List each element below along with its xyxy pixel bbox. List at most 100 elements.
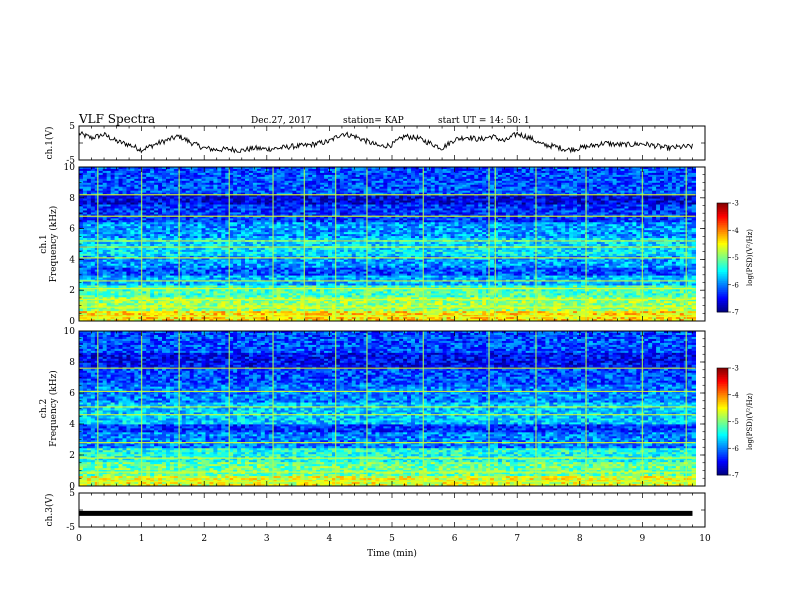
ch1-spectrogram-cell: [608, 186, 613, 190]
ch1-spectrogram-cell: [545, 180, 550, 184]
ch1-spectrogram-cell: [252, 180, 258, 184]
ch1-spectrogram-cell: [205, 172, 210, 176]
ch1-spectrogram-cell: [434, 176, 440, 180]
ch1-spectrogram-cell: [300, 184, 305, 188]
ch1-spectrogram-cell: [150, 190, 155, 194]
ch1-spectrogram-cell: [407, 184, 412, 188]
ch1-spectrogram-cell: [679, 180, 685, 184]
ch1-spectrogram-cell: [134, 167, 139, 170]
ch1-spectrogram-cell: [110, 178, 115, 182]
ch1-spectrogram-cell: [466, 167, 471, 170]
ch1-spectrogram-cell: [446, 184, 451, 188]
ch1-spectrogram-cell: [86, 188, 92, 192]
ch1-spectrogram-cell: [169, 174, 175, 178]
ch1-spectrogram-cell: [233, 190, 238, 194]
ch1-spectrogram-cell: [513, 182, 519, 186]
ch1-spectrogram-cell: [505, 168, 511, 172]
ch1-spectrogram-cell: [213, 184, 218, 188]
ch1-spectrogram-cell: [565, 172, 570, 176]
ch1-spectrogram-cell: [284, 172, 289, 176]
ch1-spectrogram-cell: [114, 174, 119, 178]
ch1-spectrogram-cell: [580, 186, 586, 190]
ch1-spectrogram-cell: [134, 184, 139, 188]
ch1-spectrogram-cell: [446, 178, 451, 182]
ch1-spectrogram-cell: [549, 180, 554, 184]
ch1-spectrogram-cell: [312, 174, 317, 178]
ch1-spectrogram-cell: [142, 182, 147, 186]
ch1-spectrogram-cell: [264, 186, 270, 190]
ch1-spectrogram-cell: [577, 172, 582, 176]
ch1-spectrogram-cell: [474, 174, 479, 178]
ch1-spectrogram-cell: [154, 184, 159, 188]
ch1-spectrogram-cell: [351, 186, 357, 190]
ch1-spectrogram-cell: [600, 186, 606, 190]
ch1-spectrogram-cell: [189, 186, 195, 190]
ch1-spectrogram-cell: [90, 174, 96, 178]
ch1-spectrogram-cell: [264, 176, 270, 180]
ch1-spectrogram-cell: [644, 170, 649, 174]
ch1-spectrogram-cell: [505, 178, 511, 182]
ch1-spectrogram-cell: [403, 172, 408, 176]
ch1-spectrogram-cell: [150, 176, 155, 180]
ch1-spectrogram-cell: [130, 186, 135, 190]
ch1-spectrogram-cell: [426, 188, 432, 192]
ch1-spectrogram-cell: [150, 180, 155, 184]
ch1-spectrogram-cell: [644, 168, 649, 172]
ch1-spectrogram-cell: [521, 174, 527, 178]
ch1-spectrogram-cell: [225, 168, 230, 172]
ch1-spectrogram-cell: [79, 170, 84, 174]
ch1-spectrogram-cell: [316, 170, 321, 174]
ch1-spectrogram-cell: [292, 178, 297, 182]
ch1-spectrogram-cell: [138, 186, 143, 190]
ch1-spectrogram-cell: [146, 167, 151, 170]
ch1-spectrogram-cell: [335, 176, 341, 180]
ch1-spectrogram-cell: [588, 186, 594, 190]
ch1-spectrogram-cell: [545, 174, 550, 178]
ch1-spectrogram-cell: [379, 186, 384, 190]
ch1-spectrogram-cell: [600, 174, 606, 178]
ch1-spectrogram-cell: [501, 170, 507, 174]
ch1-spectrogram-cell: [280, 170, 285, 174]
ch1-spectrogram-cell: [422, 176, 428, 180]
ch1-spectrogram-cell: [150, 178, 155, 182]
ch1-spectrogram-cell: [490, 182, 495, 186]
ch1-spectrogram-cell: [383, 172, 388, 176]
ch1-spectrogram-cell: [636, 182, 641, 186]
ch1-spectrogram-cell: [308, 174, 313, 178]
ch1-spectrogram-cell: [304, 170, 309, 174]
ch1-spectrogram-cell: [557, 184, 562, 188]
ch1-spectrogram-cell: [209, 168, 214, 172]
ch1-spectrogram-cell: [632, 174, 637, 178]
ch1-spectrogram-cell: [300, 174, 305, 178]
ch1-spectrogram-cell: [162, 188, 167, 192]
ch1-spectrogram-cell: [177, 186, 183, 190]
ch1-spectrogram-cell: [86, 176, 92, 180]
ch1-spectrogram-cell: [474, 188, 479, 192]
ch1-spectrogram-cell: [671, 168, 677, 172]
ch1-spectrogram-cell: [687, 167, 693, 170]
ch1-spectrogram-cell: [509, 186, 515, 190]
ch1-spectrogram-cell: [173, 167, 179, 170]
ch1-spectrogram-cell: [312, 170, 317, 174]
ch1-spectrogram-cell: [221, 168, 226, 172]
ch1-spectrogram-cell: [644, 186, 649, 190]
ch1-spectrogram-cell: [256, 184, 262, 188]
ch1-spectrogram-cell: [201, 184, 206, 188]
ch1-spectrogram-cell: [509, 170, 515, 174]
ch1-spectrogram-cell: [225, 167, 230, 170]
ch1-spectrogram-cell: [331, 180, 337, 184]
ch1-spectrogram-cell: [648, 186, 653, 190]
ch1-spectrogram-cell: [150, 184, 155, 188]
ch1-spectrogram-cell: [391, 167, 396, 170]
ch1-spectrogram-cell: [359, 172, 364, 176]
ch1-spectrogram-cell: [213, 186, 218, 190]
ch1-spectrogram-cell: [209, 172, 214, 176]
ch1-spectrogram-cell: [185, 178, 191, 182]
ch1-spectrogram-cell: [422, 174, 428, 178]
ch1-spectrogram-cell: [652, 168, 657, 172]
ch1-spectrogram-cell: [343, 176, 349, 180]
ch1-spectrogram-cell: [426, 172, 432, 176]
ch1-spectrogram-cell: [557, 186, 562, 190]
ch1-spectrogram-cell: [462, 186, 467, 190]
ch1-spectrogram-cell: [114, 182, 119, 186]
